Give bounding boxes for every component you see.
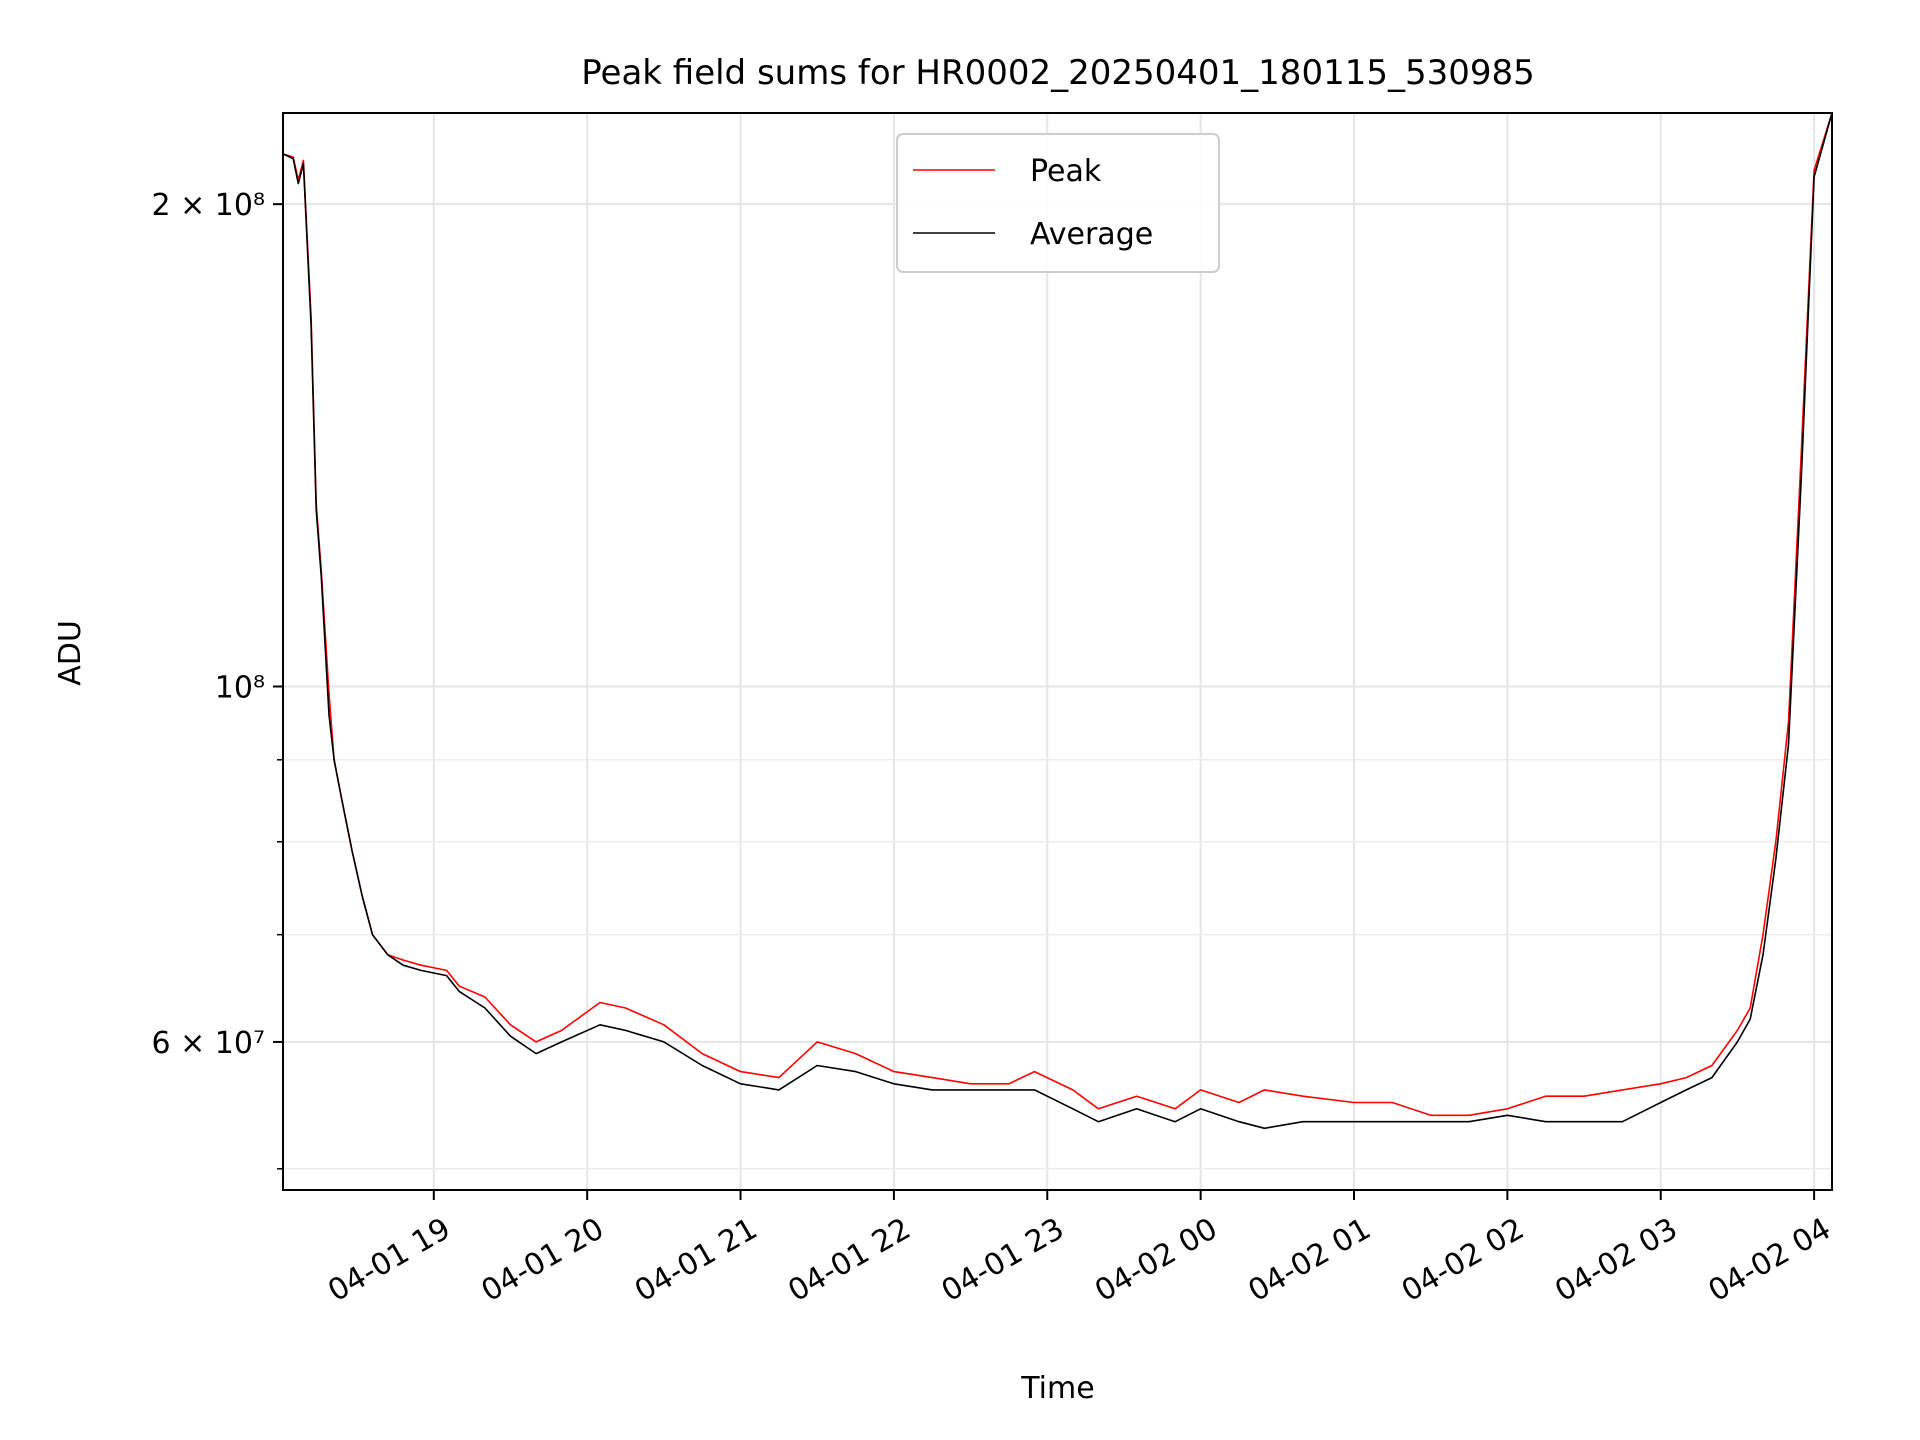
x-axis-label: Time [1020,1371,1094,1406]
legend-label-average: Average [1030,217,1153,252]
y-tick-label: 10⁸ [215,670,265,705]
y-axis: 6 × 10⁷ 10⁸ 2 × 10⁸ [152,188,283,1170]
y-tick-label: 2 × 10⁸ [152,188,266,223]
series-layer [282,112,1833,1130]
legend-box [896,133,1220,273]
legend-label-peak: Peak [1030,154,1102,189]
plot-area-frame [282,112,1833,1191]
y-axis-label: ADU [53,620,88,686]
chart-title: Peak field sums for HR0002_20250401_1801… [581,53,1535,93]
y-tick-label: 6 × 10⁷ [152,1026,266,1061]
legend: Peak Average [896,133,1220,273]
grid [283,113,1832,1190]
series-line-average [282,112,1833,1130]
